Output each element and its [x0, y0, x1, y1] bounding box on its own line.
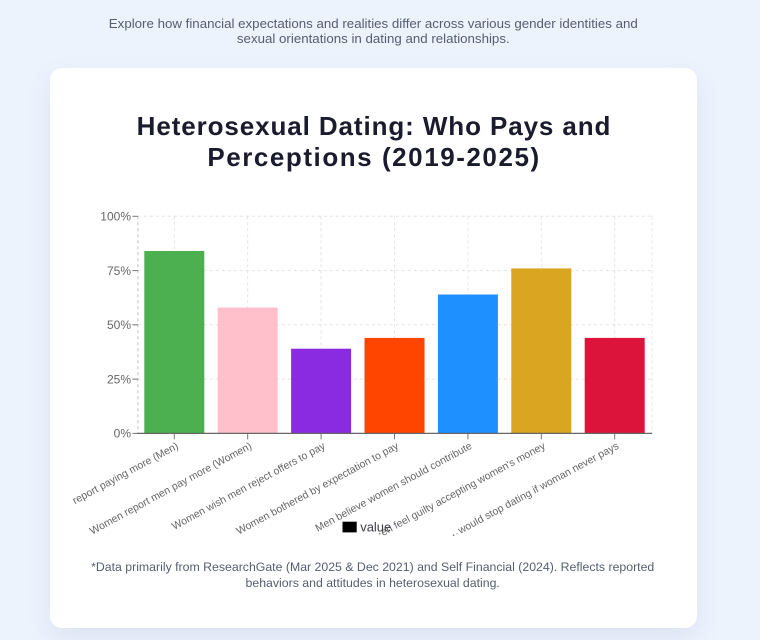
svg-text:50%: 50% [106, 318, 130, 332]
svg-text:75%: 75% [106, 264, 130, 278]
svg-text:25%: 25% [106, 372, 130, 386]
svg-text:0%: 0% [113, 427, 131, 441]
svg-text:value: value [360, 520, 391, 535]
svg-text:100%: 100% [100, 210, 131, 224]
